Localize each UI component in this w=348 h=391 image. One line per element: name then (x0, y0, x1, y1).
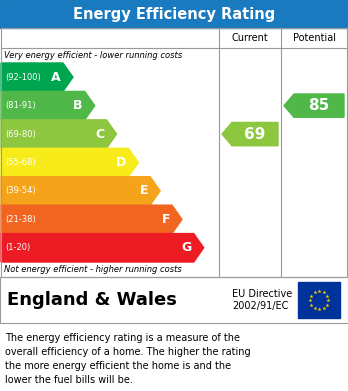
Text: Not energy efficient - higher running costs: Not energy efficient - higher running co… (4, 265, 182, 274)
Polygon shape (1, 205, 182, 233)
Text: 85: 85 (308, 98, 330, 113)
Text: lower the fuel bills will be.: lower the fuel bills will be. (5, 375, 133, 385)
Polygon shape (1, 177, 160, 205)
Bar (298, 282, 340, 318)
Polygon shape (1, 120, 117, 148)
Text: (1-20): (1-20) (5, 243, 30, 252)
Text: 69: 69 (244, 127, 266, 142)
Text: G: G (182, 241, 192, 254)
Text: C: C (95, 127, 104, 141)
Polygon shape (1, 233, 204, 262)
Bar (0, 277, 348, 323)
Text: EU Directive: EU Directive (232, 289, 292, 300)
Text: (81-91): (81-91) (5, 101, 35, 110)
Text: England & Wales: England & Wales (7, 291, 177, 309)
Bar (1, 28, 347, 277)
Text: (92-100): (92-100) (5, 73, 41, 82)
Polygon shape (1, 63, 73, 91)
Polygon shape (222, 122, 278, 146)
Text: (69-80): (69-80) (5, 129, 36, 138)
Polygon shape (1, 148, 139, 177)
Bar (0, 0, 348, 28)
Polygon shape (284, 94, 344, 117)
Text: B: B (73, 99, 83, 112)
Text: E: E (140, 185, 148, 197)
Text: D: D (116, 156, 126, 169)
Text: Energy Efficiency Rating: Energy Efficiency Rating (73, 7, 275, 22)
Text: (55-68): (55-68) (5, 158, 36, 167)
Text: (39-54): (39-54) (5, 187, 35, 196)
Text: A: A (51, 71, 61, 84)
Text: The energy efficiency rating is a measure of the: The energy efficiency rating is a measur… (5, 333, 240, 343)
Text: the more energy efficient the home is and the: the more energy efficient the home is an… (5, 361, 231, 371)
Text: 2002/91/EC: 2002/91/EC (232, 301, 288, 310)
Text: Current: Current (232, 33, 268, 43)
Text: F: F (161, 213, 170, 226)
Text: overall efficiency of a home. The higher the rating: overall efficiency of a home. The higher… (5, 347, 251, 357)
Text: Very energy efficient - lower running costs: Very energy efficient - lower running co… (4, 51, 182, 60)
Text: (21-38): (21-38) (5, 215, 36, 224)
Text: Potential: Potential (293, 33, 335, 43)
Polygon shape (1, 91, 95, 120)
